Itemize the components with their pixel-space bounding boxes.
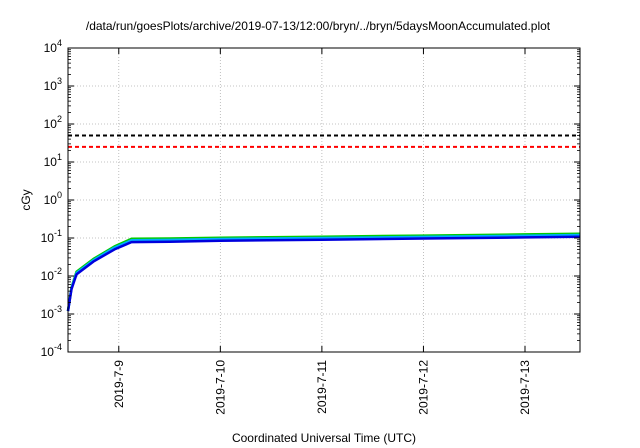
- x-axis-label: Coordinated Universal Time (UTC): [232, 431, 416, 445]
- y-tick-label: 102: [44, 114, 62, 131]
- y-tick-label: 104: [44, 38, 62, 55]
- series-line: [66, 232, 581, 312]
- y-tick-label: 10-3: [41, 304, 62, 321]
- chart-title: /data/run/goesPlots/archive/2019-07-13/1…: [86, 19, 551, 33]
- y-tick-label: 101: [44, 152, 62, 169]
- y-tick-label: 10-2: [41, 266, 62, 283]
- y-tick-label: 100: [44, 190, 62, 207]
- x-tick-label: 2019-7-13: [518, 360, 532, 415]
- y-axis-ticks: 10-4 10-3 10-2 10-1 100 101 102 103 104: [41, 38, 580, 359]
- series-lines: [66, 232, 581, 312]
- x-tick-label: 2019-7-11: [315, 360, 329, 414]
- grid: [68, 48, 580, 352]
- y-tick-label: 10-1: [41, 228, 62, 245]
- x-axis-ticks: 2019-7-9 2019-7-10 2019-7-11 2019-7-12 2019-…: [112, 48, 532, 415]
- y-tick-label: 10-4: [41, 342, 62, 359]
- y-axis-label: cGy: [19, 189, 33, 210]
- threshold-lines: [68, 134, 580, 148]
- x-tick-label: 2019-7-12: [416, 360, 430, 415]
- x-tick-label: 2019-7-10: [213, 360, 227, 415]
- series-line: [66, 235, 581, 312]
- series-line: [66, 233, 581, 312]
- y-tick-label: 103: [44, 76, 62, 93]
- x-tick-label: 2019-7-9: [112, 360, 126, 408]
